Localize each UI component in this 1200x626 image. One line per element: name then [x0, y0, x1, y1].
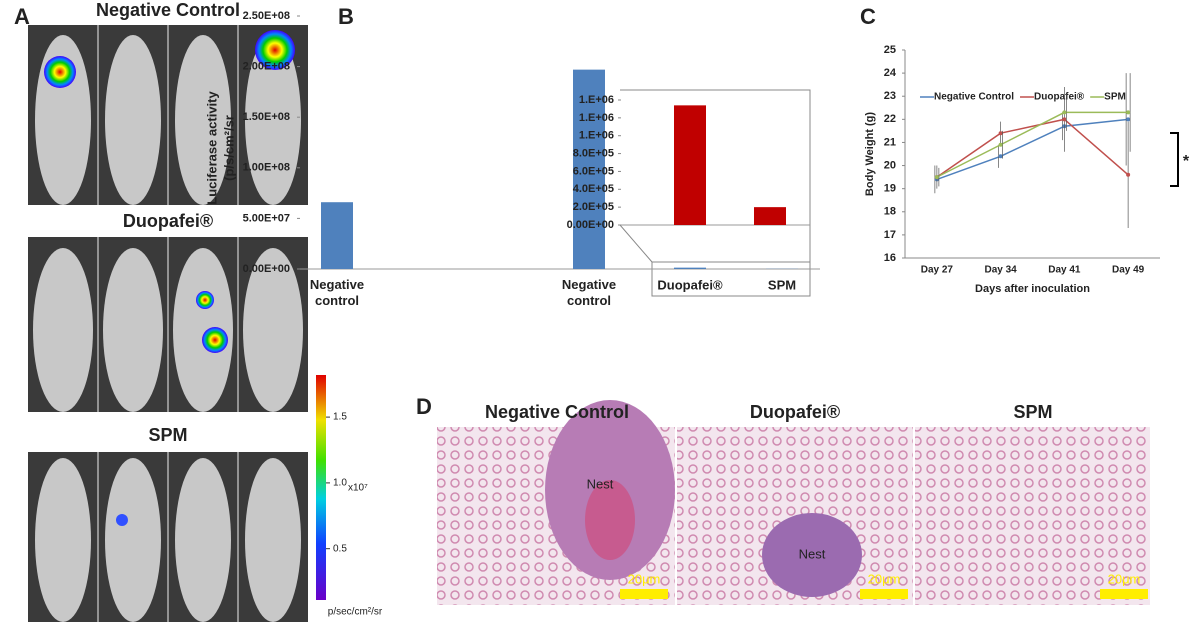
x-tick-label: Day 41	[1048, 265, 1081, 276]
point	[1126, 117, 1131, 122]
point	[1126, 110, 1131, 115]
y-tick-label: 1.E+06	[579, 94, 614, 106]
y-tick-label: 25	[884, 44, 896, 56]
y-tick-label: 0.00E+00	[243, 263, 290, 275]
point	[1062, 117, 1067, 122]
point	[998, 131, 1003, 136]
x-axis-label: Days after inoculation	[975, 283, 1090, 295]
significance-bracket	[1170, 132, 1179, 187]
bar	[321, 202, 353, 269]
y-tick-label: 0.00E+00	[567, 219, 614, 231]
bar	[754, 207, 786, 225]
histology-images	[437, 400, 1150, 605]
y-axis-label: (p/s/cm²/sr	[221, 115, 236, 181]
bar	[573, 69, 605, 269]
annotation: *	[1183, 153, 1190, 170]
series-line	[936, 111, 1129, 178]
point	[1126, 172, 1131, 177]
y-tick-label: 6.0E+05	[573, 165, 614, 177]
group-title: Negative Control	[96, 0, 240, 20]
legend-label: Negative Control	[934, 92, 1014, 103]
x-tick-label: Duopafei®	[657, 277, 723, 292]
y-tick-label: 16	[884, 252, 896, 264]
colorbar-tick-label: 1.5	[333, 412, 347, 423]
point	[998, 142, 1003, 147]
y-tick-label: 1.E+06	[579, 130, 614, 142]
point	[934, 175, 939, 180]
y-axis-label: Body Weight (g)	[864, 112, 876, 196]
series-line	[936, 118, 1129, 178]
panel-label: C	[860, 4, 876, 29]
x-tick-label: Negative control	[310, 277, 364, 308]
group-title: Duopafei®	[123, 211, 213, 231]
point	[998, 154, 1003, 159]
y-tick-label: 19	[884, 183, 896, 195]
y-tick-label: 1.E+06	[579, 112, 614, 124]
annotation: Nest	[799, 546, 826, 561]
colorbar-tick-label: 1.0	[333, 478, 347, 489]
colorbar-multiplier: x10⁷	[348, 483, 368, 494]
x-tick-label: Negative control	[562, 277, 616, 308]
scale-bar-label: 20μm	[628, 571, 661, 586]
y-tick-label: 23	[884, 90, 896, 102]
y-tick-label: 8.0E+05	[573, 147, 614, 159]
x-tick-label: SPM	[768, 277, 796, 292]
y-tick-label: 2.00E+08	[243, 61, 290, 73]
group-title: SPM	[148, 425, 187, 445]
y-tick-label: 1.50E+08	[243, 111, 290, 123]
histology-title: Negative Control	[485, 402, 629, 422]
x-tick-label: Day 27	[921, 265, 954, 276]
y-tick-label: 1.00E+08	[243, 162, 290, 174]
y-axis-label: Luciferase activity	[204, 91, 219, 205]
y-tick-label: 24	[884, 67, 897, 79]
y-tick-label: 18	[884, 206, 896, 218]
x-tick-label: Day 49	[1112, 265, 1145, 276]
y-tick-label: 17	[884, 229, 896, 241]
panel-label: D	[416, 394, 432, 419]
scale-bar-label: 20μm	[1108, 571, 1141, 586]
colorbar-tick-label: 0.5	[333, 543, 347, 554]
legend-label: Duopafei®	[1034, 92, 1085, 103]
panel-label: A	[14, 4, 30, 29]
y-tick-label: 22	[884, 113, 896, 125]
histology-title: Duopafei®	[750, 402, 840, 422]
y-tick-label: 2.0E+05	[573, 201, 614, 213]
series-line	[936, 118, 1129, 181]
panel-label: B	[338, 4, 354, 29]
y-tick-label: 4.0E+05	[573, 183, 614, 195]
x-tick-label: Day 34	[985, 265, 1018, 276]
mouse-images	[28, 25, 326, 622]
histology-title: SPM	[1013, 402, 1052, 422]
legend-label: SPM	[1104, 92, 1126, 103]
scale-bar-label: 20μm	[868, 571, 901, 586]
y-tick-label: 5.00E+07	[243, 212, 290, 224]
annotation: Nest	[587, 476, 614, 491]
point	[1062, 110, 1067, 115]
bar	[674, 105, 706, 225]
y-tick-label: 21	[884, 136, 896, 148]
y-tick-label: 20	[884, 159, 896, 171]
bar	[674, 267, 706, 269]
y-tick-label: 2.50E+08	[243, 10, 290, 22]
inset-frame	[619, 89, 811, 297]
colorbar-unit: p/sec/cm²/sr	[328, 607, 383, 618]
